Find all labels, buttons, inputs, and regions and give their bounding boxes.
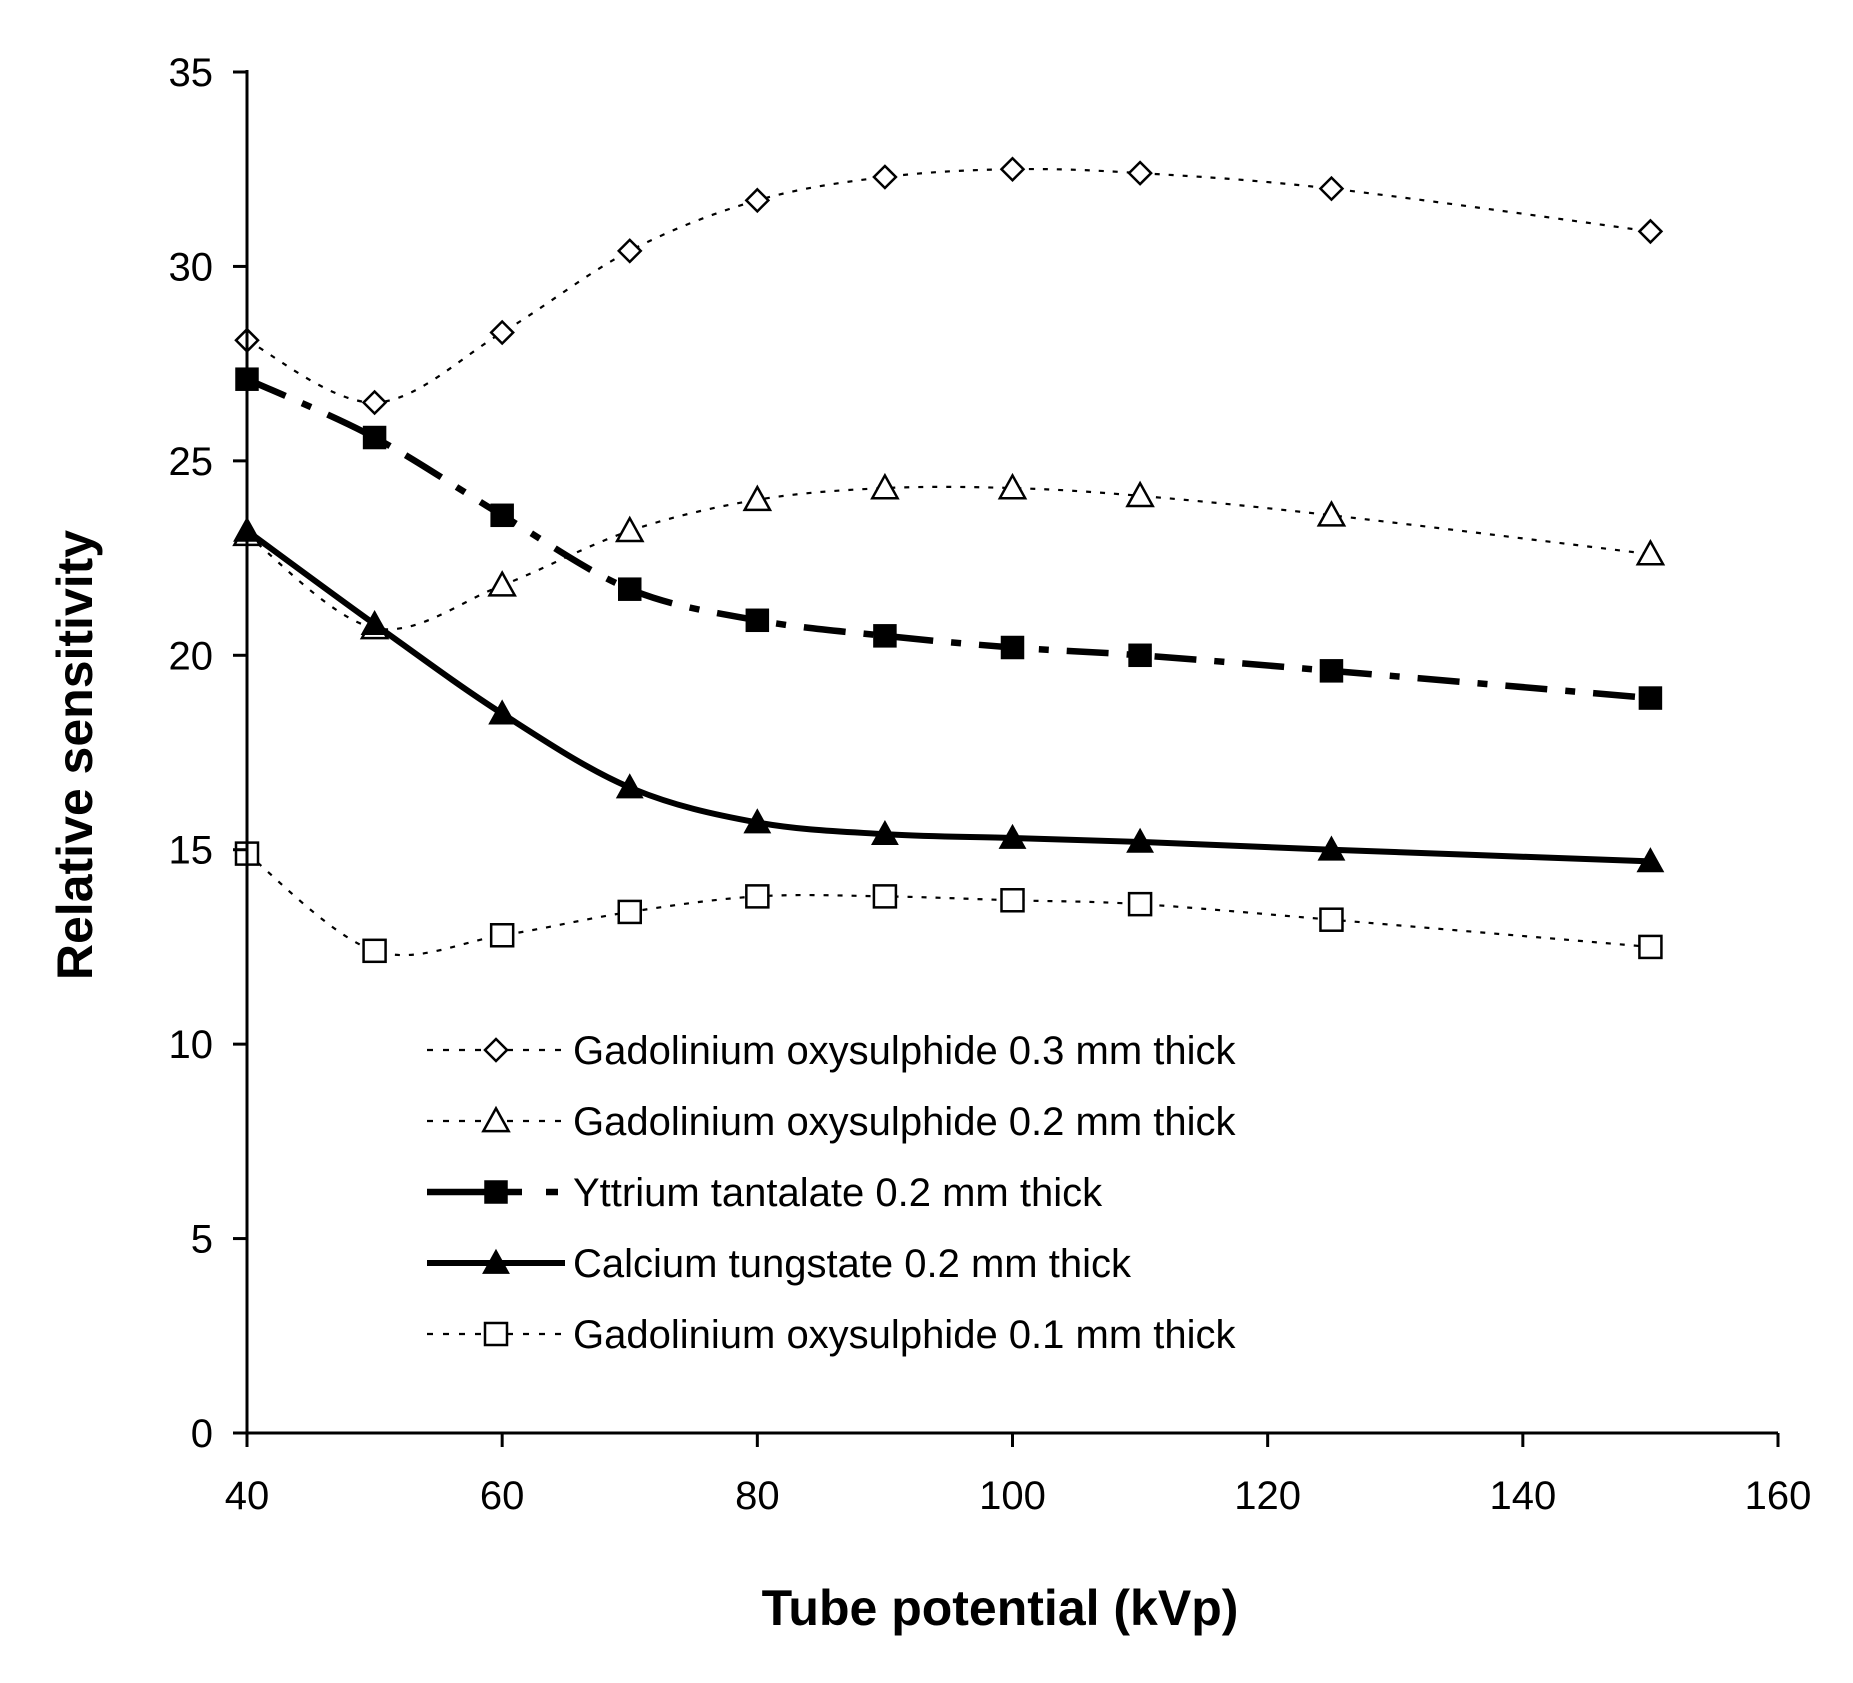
data-point — [618, 577, 642, 601]
data-point — [1316, 500, 1347, 527]
data-point — [489, 923, 515, 948]
legend-label: Calcium tungstate 0.2 mm thick — [573, 1242, 1132, 1286]
data-point — [1125, 480, 1155, 508]
legend-marker — [484, 1180, 508, 1204]
data-point — [873, 624, 897, 648]
x-tick-label: 160 — [1745, 1474, 1812, 1518]
legend-label: Yttrium tantalate 0.2 mm thick — [573, 1171, 1103, 1215]
data-point — [362, 938, 387, 964]
data-point — [616, 238, 643, 264]
y-tick-label: 20 — [169, 634, 214, 678]
legend-item: Gadolinium oxysulphide 0.2 mm thick — [427, 1100, 1237, 1144]
data-point — [745, 884, 770, 909]
series-line — [246, 485, 1651, 631]
x-tick-label: 100 — [979, 1474, 1046, 1518]
data-point — [488, 699, 517, 725]
data-point — [872, 884, 898, 909]
data-point — [870, 819, 899, 846]
data-point — [1638, 934, 1663, 960]
data-point — [870, 472, 900, 500]
data-point — [745, 608, 770, 633]
legend-marker — [483, 1037, 509, 1063]
legend-label: Gadolinium oxysulphide 0.3 mm thick — [573, 1029, 1237, 1073]
legend-item: Gadolinium oxysulphide 0.3 mm thick — [427, 1029, 1237, 1073]
data-point — [999, 156, 1026, 182]
legend-marker — [481, 1105, 511, 1133]
series-line — [246, 167, 1651, 404]
y-tick-label: 25 — [169, 440, 214, 484]
x-tick-label: 60 — [480, 1474, 525, 1518]
series-4 — [233, 516, 1665, 873]
data-point — [1317, 835, 1346, 861]
data-point — [487, 570, 517, 597]
data-point — [361, 389, 388, 416]
series-1 — [234, 156, 1664, 416]
data-point — [1635, 538, 1666, 566]
data-point — [744, 187, 771, 214]
x-tick-label: 40 — [225, 1474, 270, 1518]
legend-label: Gadolinium oxysulphide 0.2 mm thick — [573, 1100, 1237, 1144]
y-tick-label: 10 — [169, 1023, 214, 1067]
x-tick-label: 140 — [1489, 1474, 1556, 1518]
y-tick-label: 30 — [169, 245, 214, 289]
data-point — [997, 472, 1028, 500]
legend-label: Gadolinium oxysulphide 0.1 mm thick — [573, 1313, 1237, 1357]
data-point — [743, 808, 772, 834]
data-point — [998, 823, 1027, 849]
y-axis-title: Relative sensitivity — [47, 530, 103, 980]
y-tick-label: 35 — [169, 51, 214, 95]
data-point — [489, 319, 515, 346]
data-point — [1319, 907, 1344, 932]
data-point — [362, 425, 387, 450]
series-line — [246, 852, 1651, 957]
legend-marker — [482, 1248, 510, 1274]
data-point — [1319, 659, 1344, 683]
axes: 0 5 10 15 20 25 30 35 40 60 80 100 120 140 160 — [169, 51, 1812, 1518]
data-point — [1127, 160, 1153, 186]
legend-item: Gadolinium oxysulphide 0.1 mm thick — [427, 1313, 1237, 1357]
data-point — [614, 515, 645, 543]
x-axis-title: Tube potential (kVp) — [762, 1580, 1239, 1636]
data-point — [617, 899, 642, 925]
data-point — [490, 503, 514, 528]
series-3 — [235, 367, 1663, 710]
x-tick-label: 80 — [735, 1474, 780, 1518]
data-point — [1637, 218, 1664, 245]
data-point — [1128, 643, 1152, 668]
data-point — [1127, 891, 1153, 917]
data-point — [1000, 635, 1025, 660]
legend-item: Calcium tungstate 0.2 mm thick — [427, 1242, 1132, 1286]
legend-item: Yttrium tantalate 0.2 mm thick — [427, 1171, 1103, 1215]
data-point — [872, 164, 898, 190]
series-line — [245, 376, 1651, 702]
legend-marker — [483, 1321, 509, 1347]
data-point — [1638, 686, 1663, 710]
x-tick-label: 120 — [1234, 1474, 1301, 1518]
y-tick-label: 5 — [191, 1218, 213, 1262]
y-tick-label: 0 — [191, 1412, 213, 1456]
series-2 — [232, 472, 1666, 640]
series-line — [244, 527, 1654, 865]
y-tick-label: 15 — [169, 829, 214, 873]
data-point — [615, 773, 644, 799]
series-5 — [234, 841, 1663, 964]
data-point — [1318, 175, 1345, 202]
data-point — [1000, 888, 1025, 913]
data-point — [742, 484, 773, 512]
legend: Gadolinium oxysulphide 0.3 mm thick Gadol… — [427, 1029, 1237, 1357]
data-point — [360, 609, 389, 636]
data-point — [1636, 847, 1665, 873]
data-point — [1126, 827, 1155, 853]
plot-area — [232, 156, 1666, 964]
